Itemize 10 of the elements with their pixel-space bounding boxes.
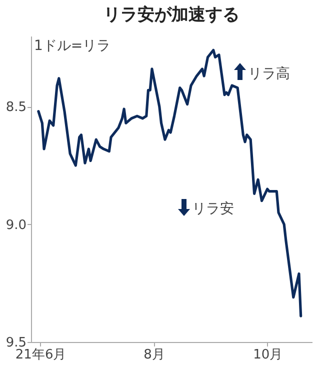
x-tick-label: 8月	[144, 348, 165, 362]
annotation: 1ドル=リラ	[34, 38, 111, 54]
y-tick-label: 9.5	[6, 336, 26, 350]
y-tick-label: 8.5	[6, 100, 26, 116]
annotation: リラ安	[192, 201, 234, 217]
chart-title: リラ安が加速する	[104, 5, 240, 25]
x-tick-label: 10月	[253, 348, 283, 362]
x-tick-label: 21年6月	[15, 348, 66, 362]
annotation: リラ高	[248, 66, 290, 82]
y-tick-label: 9.0	[6, 218, 26, 233]
